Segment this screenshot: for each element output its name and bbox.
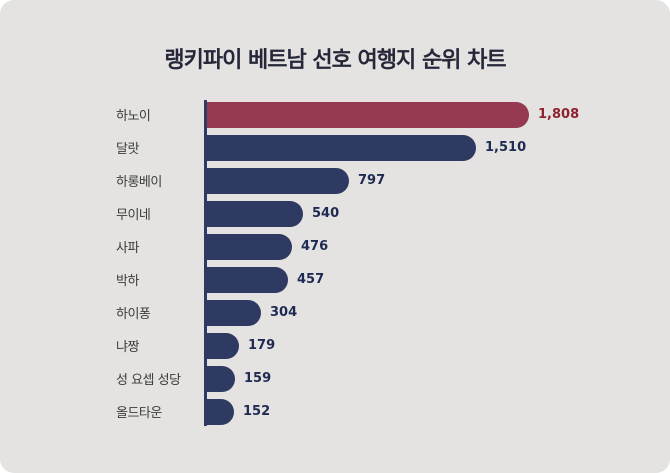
bar-value: 179 xyxy=(248,338,276,353)
bar xyxy=(207,266,288,293)
bar xyxy=(207,233,292,260)
bar-value: 457 xyxy=(297,272,325,287)
bar-value: 476 xyxy=(301,239,329,254)
bar xyxy=(207,365,235,392)
bar-label: 사파 xyxy=(116,241,139,256)
bar-row: 하이퐁 304 xyxy=(0,296,670,329)
bar-row: 하롱베이 797 xyxy=(0,164,670,197)
bar-row: 성 요셉 성당 159 xyxy=(0,362,670,395)
bar-rows: 하노이 1,808 달랏 1,510 하롱베이 797 무이네 540 사파 476 박하 457 하이… xyxy=(0,98,670,428)
bar-label: 하이퐁 xyxy=(116,307,151,322)
bar-value: 152 xyxy=(243,404,271,419)
bar-chart: 하노이 1,808 달랏 1,510 하롱베이 797 무이네 540 사파 476 박하 457 하이… xyxy=(0,98,670,428)
bar-label: 냐짱 xyxy=(116,340,139,355)
bar xyxy=(207,332,239,359)
bar-label: 하롱베이 xyxy=(116,175,162,190)
bar-value: 304 xyxy=(270,305,298,320)
bar-row: 냐짱 179 xyxy=(0,329,670,362)
bar-label: 올드타운 xyxy=(116,406,162,421)
bar xyxy=(207,299,261,326)
bar-label: 무이네 xyxy=(116,208,151,223)
bar xyxy=(207,398,234,425)
bar-row: 올드타운 152 xyxy=(0,395,670,428)
bar-label: 달랏 xyxy=(116,142,139,157)
bar-value: 540 xyxy=(312,206,340,221)
y-axis-line xyxy=(204,100,207,426)
bar-value: 1,510 xyxy=(485,140,527,155)
bar-row: 하노이 1,808 xyxy=(0,98,670,131)
bar-row: 박하 457 xyxy=(0,263,670,296)
bar-value: 159 xyxy=(244,371,272,386)
bar-value: 797 xyxy=(358,173,386,188)
bar-value: 1,808 xyxy=(538,107,580,122)
bar-label: 성 요셉 성당 xyxy=(116,373,181,388)
bar xyxy=(207,101,529,128)
bar xyxy=(207,200,303,227)
bar-row: 무이네 540 xyxy=(0,197,670,230)
chart-title: 랭키파이 베트남 선호 여행지 순위 차트 xyxy=(164,48,506,73)
bar-row: 달랏 1,510 xyxy=(0,131,670,164)
bar xyxy=(207,134,476,161)
bar xyxy=(207,167,349,194)
bar-label: 하노이 xyxy=(116,109,151,124)
bar-row: 사파 476 xyxy=(0,230,670,263)
bar-label: 박하 xyxy=(116,274,139,289)
